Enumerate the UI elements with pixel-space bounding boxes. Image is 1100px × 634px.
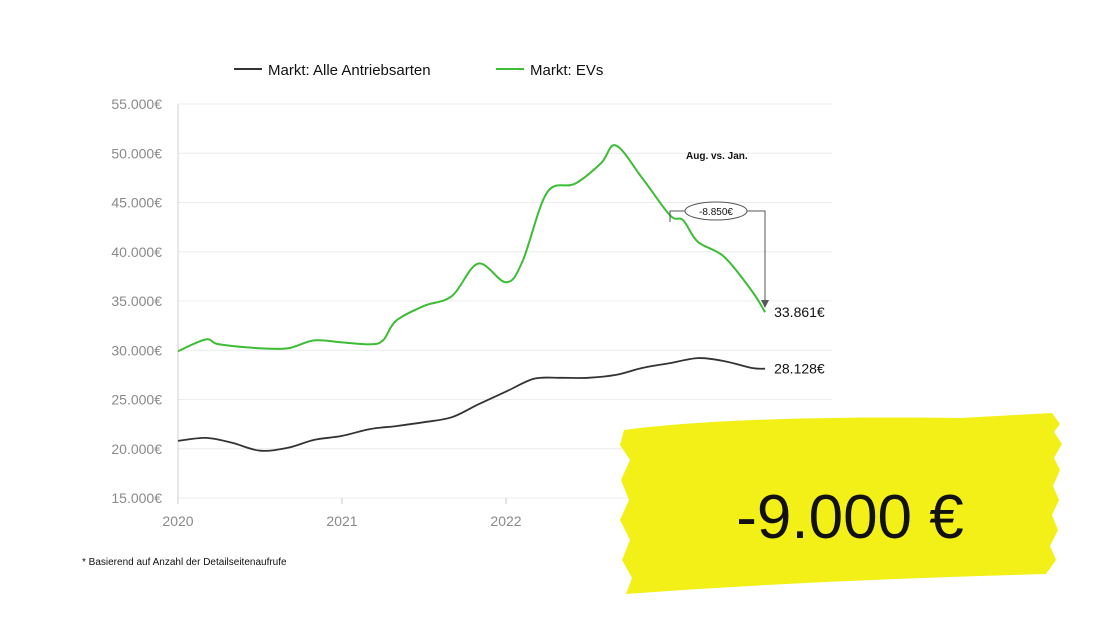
x-tick-label: 2022 xyxy=(490,513,521,529)
badge-brush-shape xyxy=(620,413,1062,594)
x-axis-ticks: 2020 2021 2022 xyxy=(162,498,522,529)
x-tick-label: 2020 xyxy=(162,513,193,529)
y-tick-label: 40.000€ xyxy=(111,244,162,260)
series-line-evs xyxy=(177,144,766,353)
y-tick-label: 25.000€ xyxy=(111,392,162,408)
legend-label-all-drives: Markt: Alle Antriebsarten xyxy=(268,62,431,79)
annotation-delta-label: -8.850€ xyxy=(699,207,733,218)
badge-text: -9.000 € xyxy=(736,483,964,552)
legend-label-evs: Markt: EVs xyxy=(530,62,603,79)
y-tick-label: 20.000€ xyxy=(111,441,162,457)
annotation-title: Aug. vs. Jan. xyxy=(686,151,748,162)
y-tick-label: 45.000€ xyxy=(111,195,162,211)
footnote: * Basierend auf Anzahl der Detailseitena… xyxy=(82,557,287,568)
legend: Markt: Alle Antriebsarten Markt: EVs xyxy=(234,62,603,79)
badge: -9.000 € xyxy=(620,413,1062,594)
y-tick-label: 55.000€ xyxy=(111,96,162,112)
y-tick-label: 30.000€ xyxy=(111,342,162,358)
annotation: Aug. vs. Jan. -8.850€ xyxy=(669,151,769,308)
end-label-all-drives: 28.128€ xyxy=(774,361,825,377)
annotation-delta-oval xyxy=(684,201,748,221)
y-tick-label: 15.000€ xyxy=(111,490,162,506)
y-tick-label: 50.000€ xyxy=(111,145,162,161)
series-line-all-drives xyxy=(177,357,766,452)
end-label-evs: 33.861€ xyxy=(774,304,825,320)
y-axis-ticks: 55.000€ 50.000€ 45.000€ 40.000€ 35.000€ 30.00… xyxy=(111,96,162,506)
y-tick-label: 35.000€ xyxy=(111,293,162,309)
annotation-arrowhead xyxy=(761,300,769,308)
x-tick-label: 2021 xyxy=(326,513,357,529)
